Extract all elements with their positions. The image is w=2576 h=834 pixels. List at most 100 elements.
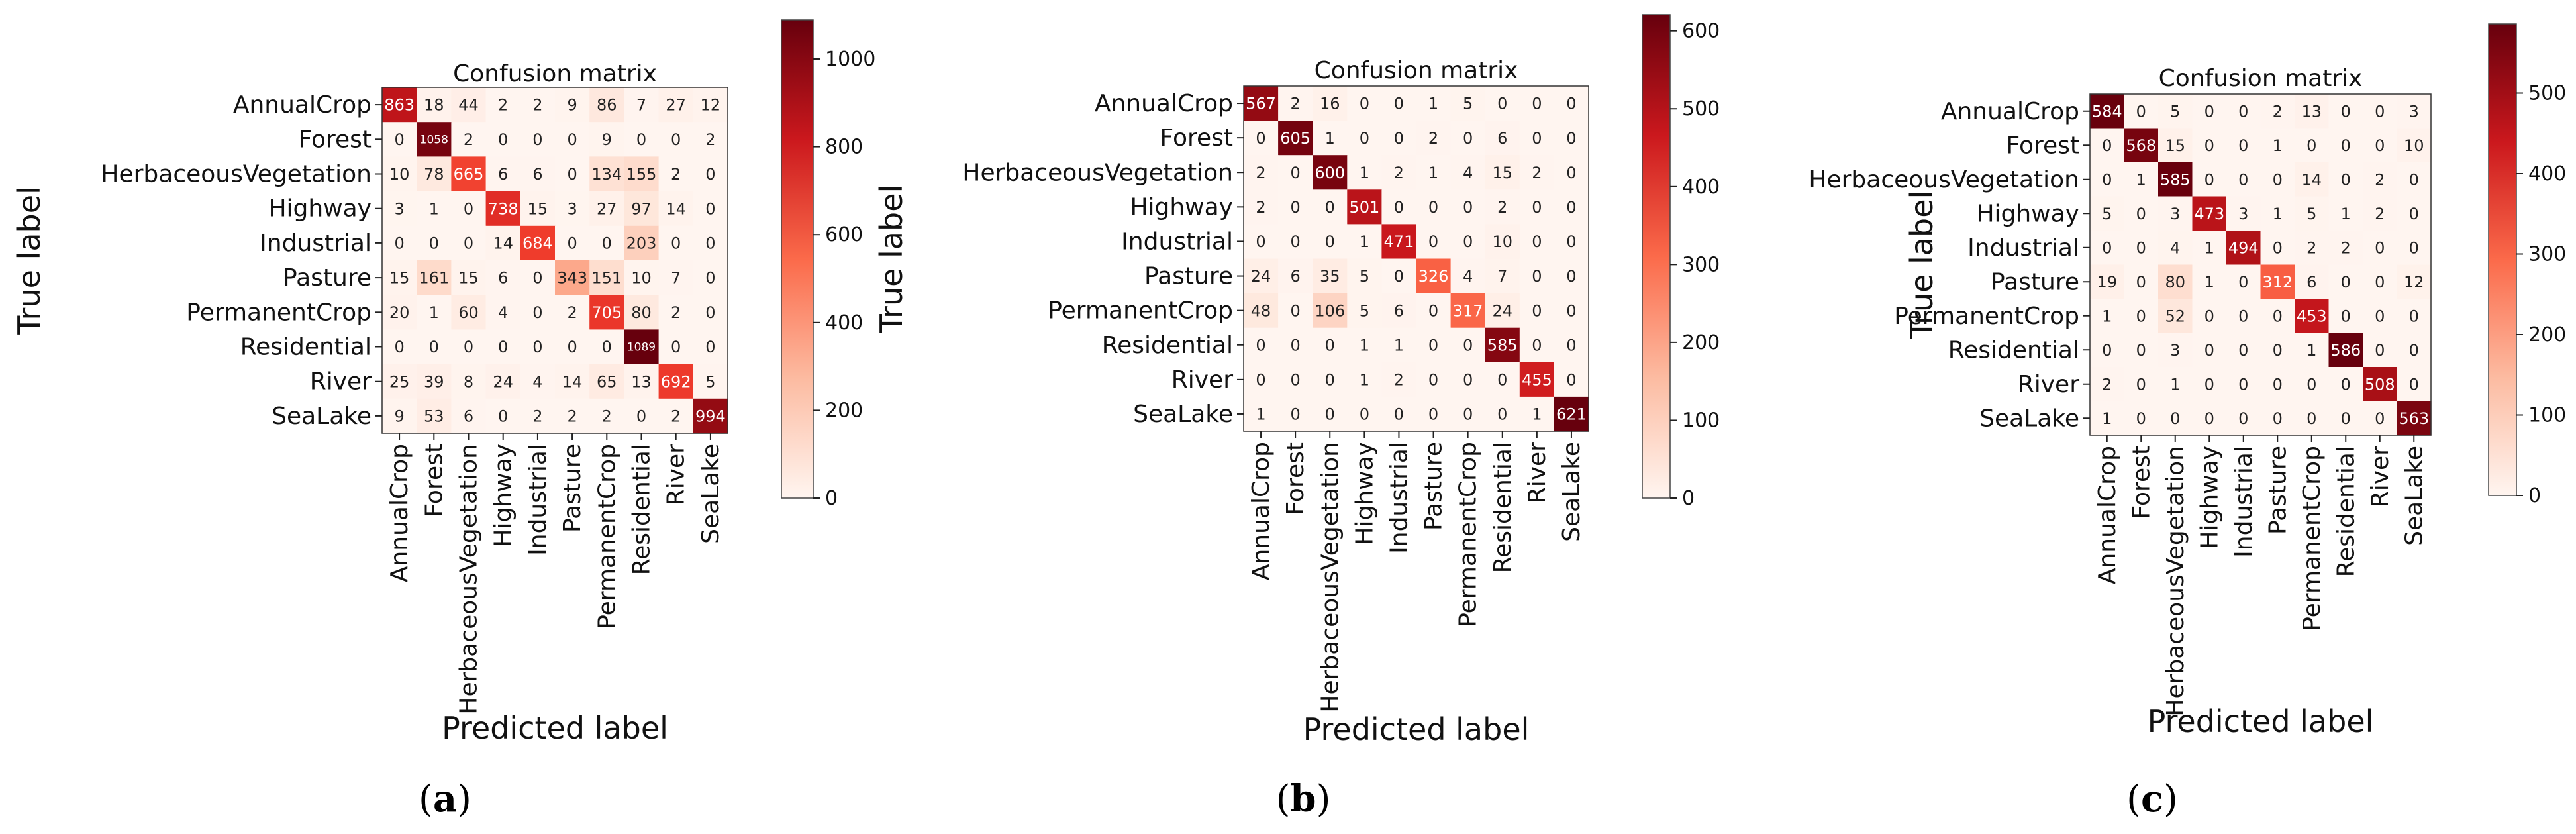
cell-value: 2 <box>1497 198 1507 217</box>
heatmap-cell <box>2397 264 2432 299</box>
chart-title: Confusion matrix <box>2159 65 2363 92</box>
colorbar-tick-label: 1000 <box>825 48 875 71</box>
cell-value: 2 <box>532 407 542 426</box>
heatmap-cell <box>2363 401 2398 436</box>
heatmap-cell <box>1347 121 1382 156</box>
heatmap-cell <box>1450 327 1486 363</box>
heatmap-cell <box>485 260 521 295</box>
heatmap-cell <box>2363 94 2398 129</box>
heatmap-cell <box>624 329 660 365</box>
heatmap-cell <box>624 295 660 330</box>
heatmap-cell <box>382 260 417 295</box>
heatmap-cell <box>485 329 521 365</box>
cell-value: 2 <box>567 303 577 322</box>
heatmap-cell <box>2192 94 2227 129</box>
cell-value: 0 <box>567 235 577 253</box>
heatmap-cell <box>693 87 728 123</box>
cell-value: 1 <box>2273 136 2283 155</box>
heatmap-cell <box>1347 189 1382 225</box>
heatmap-cell <box>1519 86 1555 121</box>
heatmap-cell <box>1554 86 1589 121</box>
heatmap-cell <box>2328 162 2363 197</box>
cell-value: 0 <box>1291 370 1301 389</box>
x-tick-label: HerbaceousVegetation <box>2162 446 2189 717</box>
heatmap-cell <box>2124 128 2159 163</box>
cell-value: 0 <box>1463 336 1473 354</box>
cell-value: 0 <box>602 338 612 356</box>
y-tick-label: Highway <box>268 195 372 223</box>
heatmap-cell <box>520 191 556 227</box>
heatmap-cell <box>382 156 417 192</box>
heatmap-cell <box>1313 362 1348 397</box>
cell-value: 65 <box>597 372 617 391</box>
colorbar-tick-label: 0 <box>1682 487 1695 510</box>
colorbar-tick-label: 400 <box>825 311 863 335</box>
cell-value: 0 <box>2341 375 2351 393</box>
heatmap-cell <box>1313 327 1348 363</box>
y-tick-label: PermanentCrop <box>186 299 372 326</box>
y-tick-label: River <box>1171 366 1233 393</box>
cell-value: 0 <box>532 269 542 287</box>
cell-value: 0 <box>1394 95 1404 113</box>
heatmap-cell <box>2090 367 2125 402</box>
cell-value: 1 <box>1532 405 1542 424</box>
heatmap-cell <box>1278 396 1313 432</box>
heatmap-cell <box>1450 362 1486 397</box>
heatmap-cell <box>624 364 660 399</box>
cell-value: 14 <box>2301 170 2322 189</box>
cell-value: 0 <box>2375 136 2385 155</box>
cell-value: 97 <box>631 199 652 218</box>
cell-value: 0 <box>2238 307 2248 325</box>
y-tick-label: Forest <box>299 126 372 153</box>
heatmap-cell <box>2363 231 2398 266</box>
heatmap-cell <box>1519 293 1555 329</box>
cell-value: 705 <box>591 303 622 322</box>
colorbar <box>2488 23 2517 496</box>
cell-value: 453 <box>2297 307 2327 325</box>
colorbar-tick-label: 100 <box>1682 409 1720 432</box>
heatmap-cell <box>1554 258 1589 294</box>
cell-value: 0 <box>2136 273 2146 291</box>
heatmap-cell <box>1485 121 1520 156</box>
y-tick-label: AnnualCrop <box>1095 90 1233 117</box>
cell-value: 5 <box>1463 95 1473 113</box>
cell-value: 2 <box>1291 95 1301 113</box>
cell-value: 0 <box>2273 341 2283 360</box>
heatmap-cell <box>382 398 417 434</box>
cell-value: 317 <box>1453 301 1483 320</box>
heatmap-cell <box>2158 196 2193 231</box>
y-axis-label: True label <box>11 186 47 335</box>
heatmap-cell <box>1554 362 1589 397</box>
heatmap-cell <box>382 329 417 365</box>
colorbar-tick-label: 800 <box>825 136 863 159</box>
cell-value: 4 <box>1463 267 1473 286</box>
heatmap-cell <box>451 398 487 434</box>
heatmap-cell <box>485 87 521 123</box>
cell-value: 0 <box>1566 336 1576 354</box>
heatmap-cell <box>2260 196 2295 231</box>
cell-value: 0 <box>1566 301 1576 320</box>
heatmap-cell <box>2226 196 2261 231</box>
heatmap-cell <box>1416 396 1452 432</box>
cell-value: 1 <box>2204 273 2214 291</box>
cell-value: 203 <box>626 235 657 253</box>
panel-caption: (a) <box>419 777 471 821</box>
heatmap-cell <box>1278 86 1313 121</box>
heatmap-cell <box>2090 401 2125 436</box>
colorbar-tick-label: 200 <box>2528 323 2566 346</box>
heatmap-cell <box>2090 231 2125 266</box>
heatmap-cell <box>417 295 452 330</box>
cell-value: 5 <box>1360 301 1369 320</box>
heatmap-cell <box>658 329 694 365</box>
cell-value: 0 <box>2204 341 2214 360</box>
heatmap-cell <box>1244 258 1279 294</box>
x-tick-label: Industrial <box>524 444 552 556</box>
heatmap-cell <box>693 225 728 261</box>
panel-b: 567 2 16 0 0 1 5 0 0 00 605 1 0 0 2 0 6 0 02 0 600 1 2 1 4 15 2 02 0… <box>873 14 1720 821</box>
heatmap-cell <box>1519 362 1555 397</box>
cell-value: 3 <box>2238 205 2248 223</box>
heatmap-cell <box>2192 231 2227 266</box>
cell-value: 35 <box>1320 267 1340 286</box>
heatmap-cell <box>417 398 452 434</box>
cell-value: 0 <box>2238 102 2248 121</box>
